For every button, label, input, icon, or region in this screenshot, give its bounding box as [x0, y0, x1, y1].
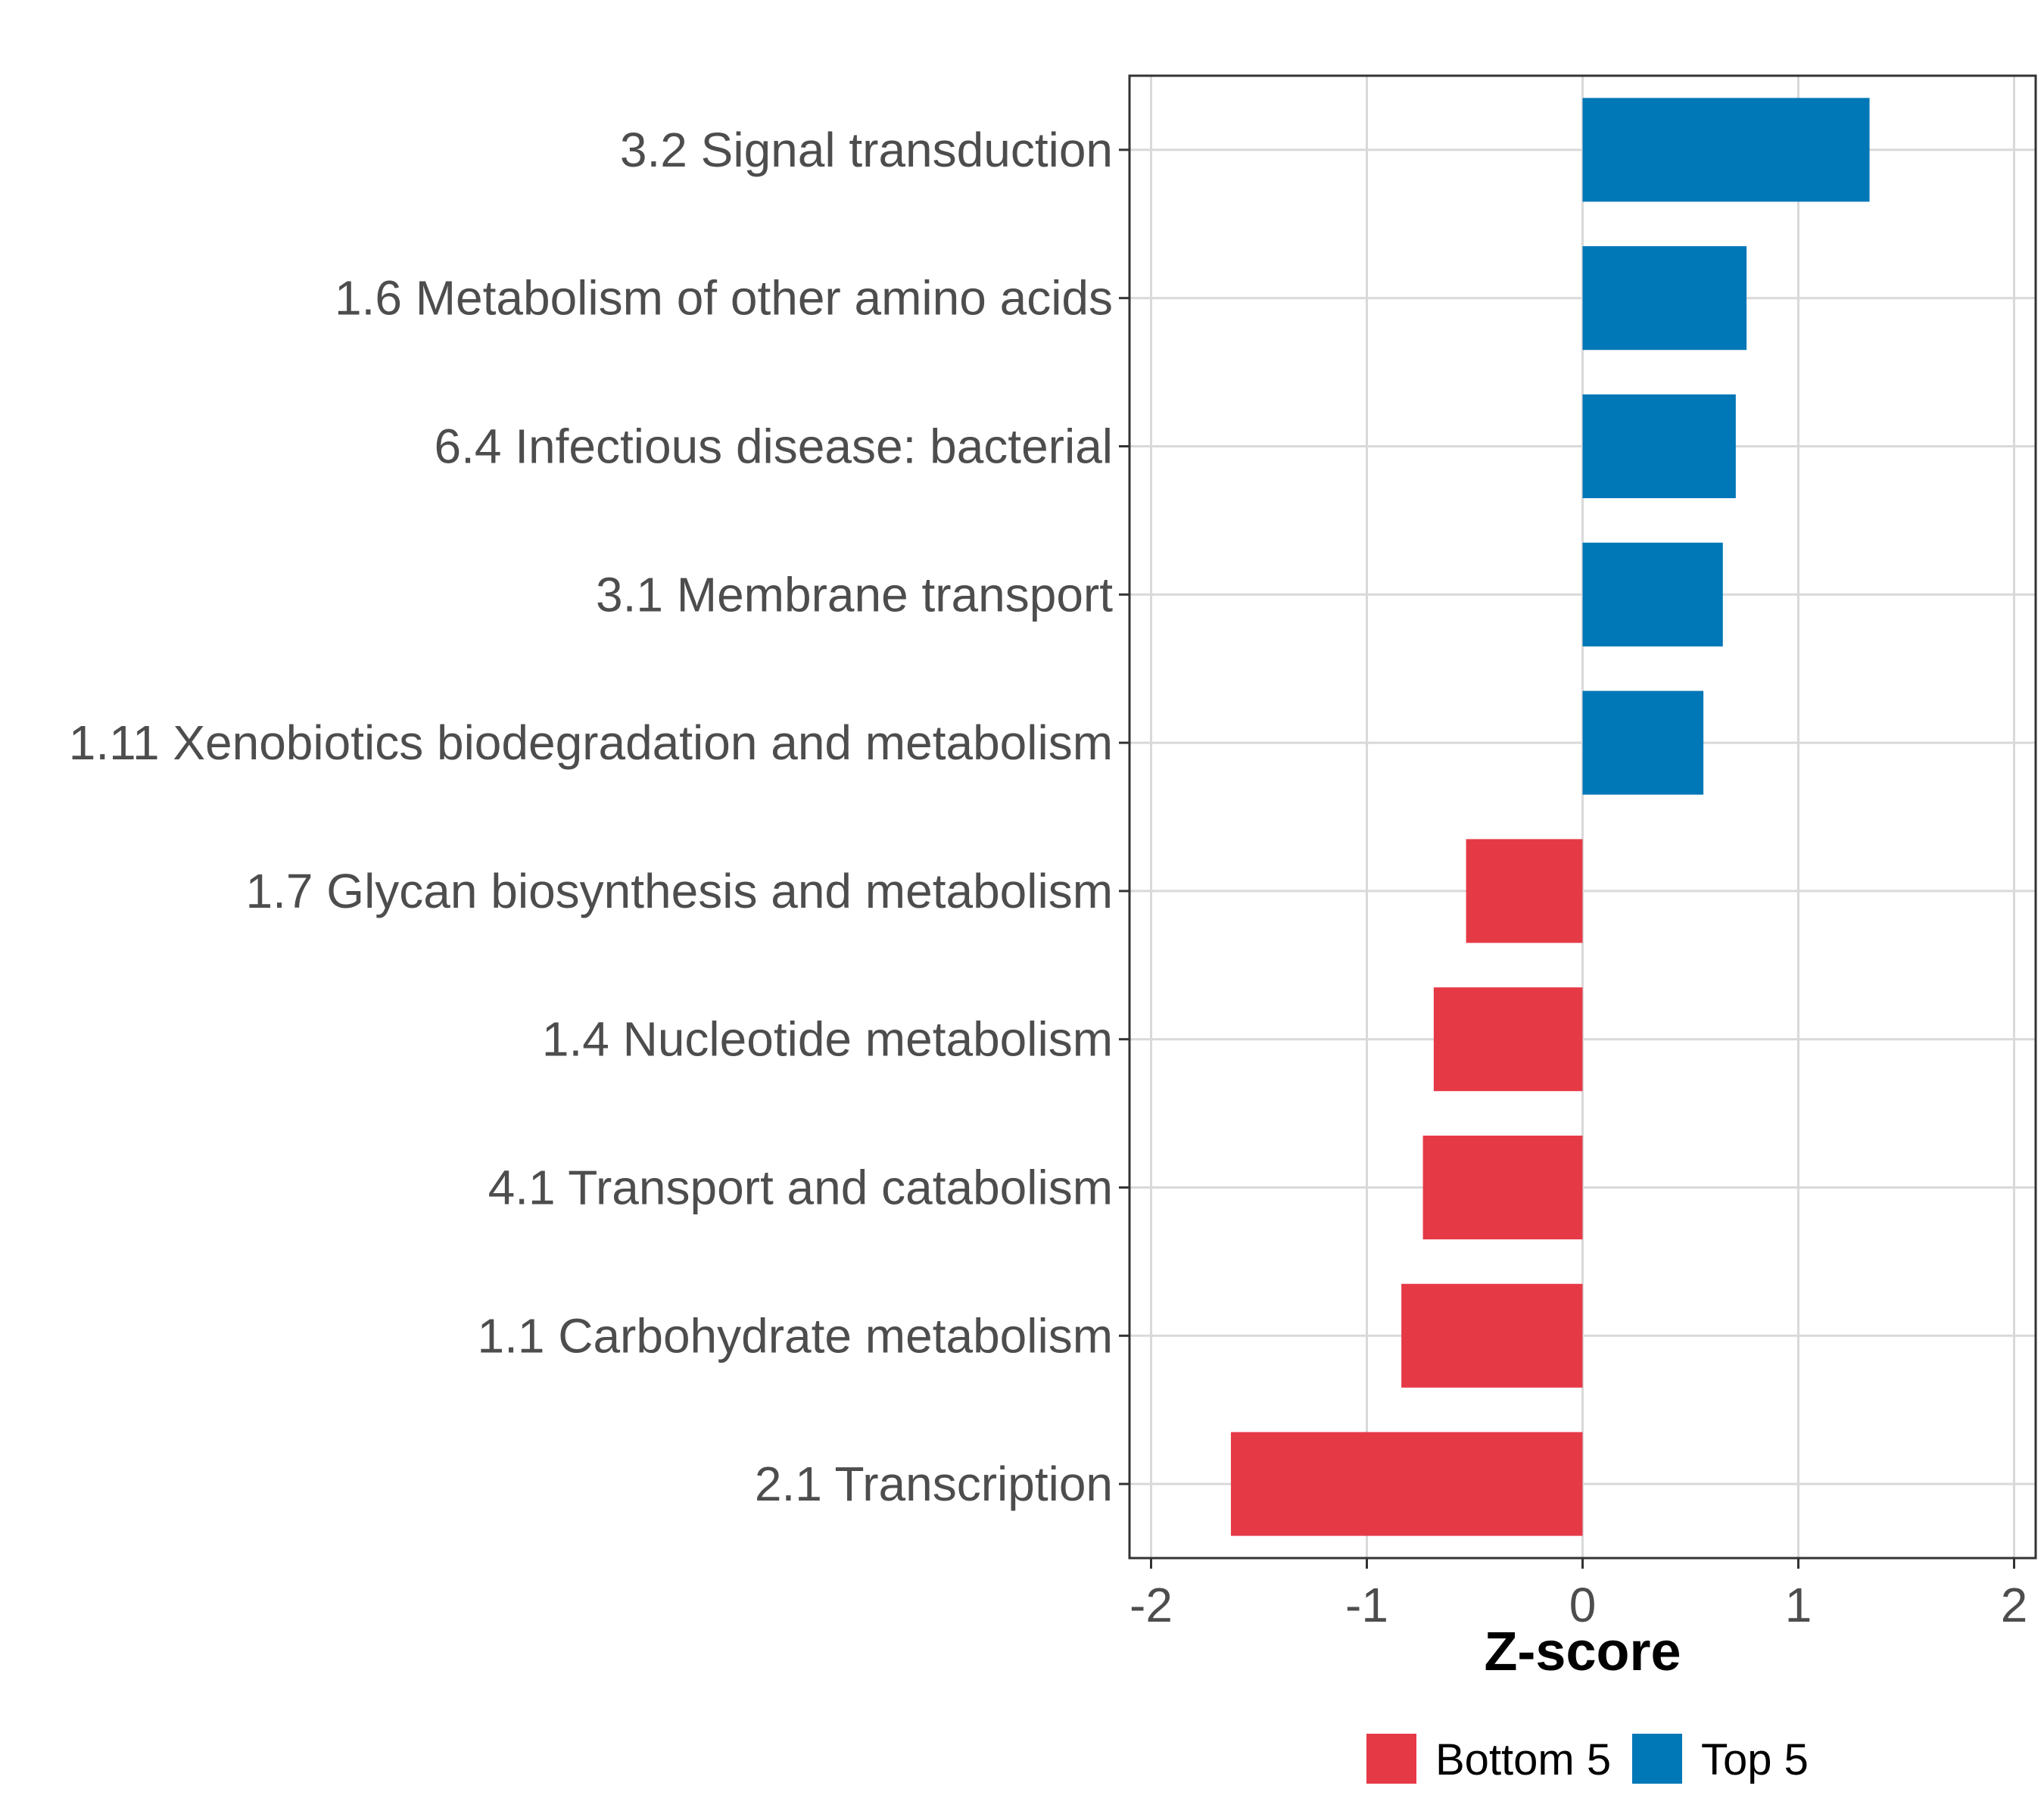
legend-swatch [1632, 1734, 1682, 1784]
y-tick-label: 1.11 Xenobiotics biodegradation and meta… [69, 715, 1113, 770]
x-tick-label: 1 [1785, 1578, 1812, 1632]
bar [1582, 246, 1747, 351]
bar [1433, 987, 1583, 1092]
y-tick-label: 1.7 Glycan biosynthesis and metabolism [246, 864, 1113, 918]
y-axis-labels: 3.2 Signal transduction 1.6 Metabolism of… [69, 123, 1114, 1511]
legend-swatch [1366, 1734, 1416, 1784]
x-axis-title: Z-score [1484, 1622, 1681, 1682]
y-tick-label: 4.1 Transport and catabolism [488, 1161, 1113, 1215]
bar [1422, 1135, 1583, 1240]
bar [1582, 98, 1870, 202]
bar [1230, 1432, 1583, 1536]
bar [1401, 1283, 1583, 1388]
legend-label: Bottom 5 [1435, 1735, 1611, 1784]
y-tick-label: 3.2 Signal transduction [620, 123, 1113, 177]
x-tick-label: 0 [1569, 1578, 1597, 1632]
y-tick-label: 2.1 Transcription [755, 1457, 1113, 1511]
y-axis-ticks [1119, 148, 1129, 1485]
x-axis-labels: -2 -1 0 1 2 [1129, 1578, 2027, 1632]
y-tick-label: 1.1 Carbohydrate metabolism [477, 1308, 1113, 1363]
bar [1582, 542, 1723, 647]
y-tick-label: 6.4 Infectious disease: bacterial [434, 419, 1113, 474]
x-axis-ticks [1150, 1558, 2015, 1569]
x-tick-label: -1 [1345, 1578, 1388, 1632]
y-tick-label: 1.6 Metabolism of other amino acids [335, 271, 1113, 326]
y-tick-label: 1.4 Nucleotide metabolism [542, 1012, 1113, 1067]
bar [1582, 690, 1704, 795]
bars [1230, 98, 1870, 1536]
legend-label: Top 5 [1701, 1735, 1809, 1784]
x-tick-label: -2 [1129, 1578, 1173, 1632]
legend: Bottom 5 Top 5 [1366, 1734, 1809, 1784]
bar [1582, 394, 1736, 499]
bar [1466, 839, 1583, 943]
x-tick-label: 2 [2001, 1578, 2028, 1632]
y-tick-label: 3.1 Membrane transport [596, 567, 1113, 622]
